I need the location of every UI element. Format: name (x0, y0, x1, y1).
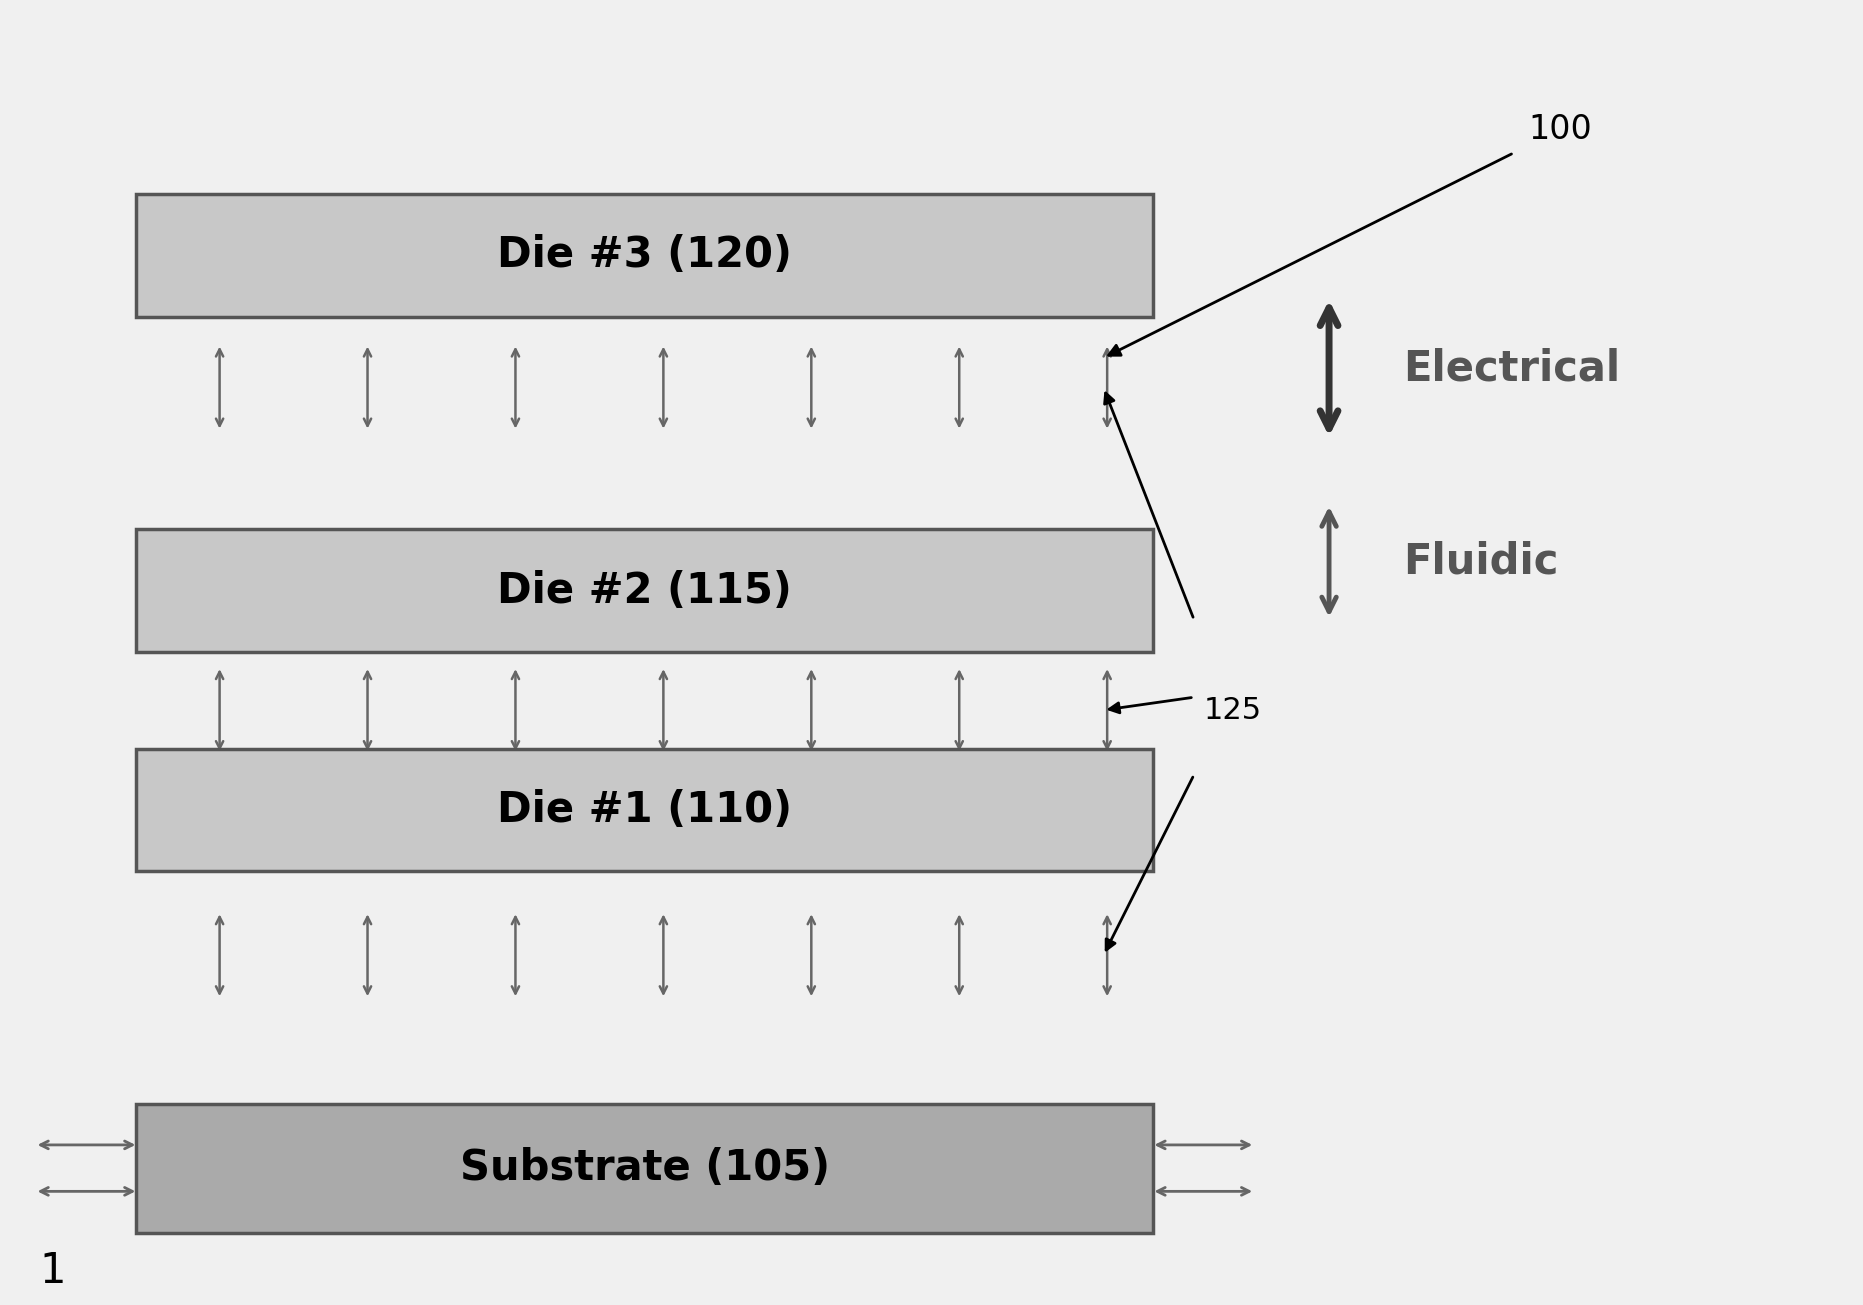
Text: Fluidic: Fluidic (1403, 540, 1557, 583)
Text: 1: 1 (39, 1250, 67, 1292)
Text: Substrate (105): Substrate (105) (460, 1147, 829, 1189)
Text: 100: 100 (1528, 114, 1593, 146)
Text: 125: 125 (1203, 696, 1261, 724)
Bar (136, 749, 1153, 872)
Bar (136, 530, 1153, 652)
Text: Die #1 (110): Die #1 (110) (497, 790, 792, 831)
Text: Electrical: Electrical (1403, 347, 1621, 389)
Text: Die #3 (120): Die #3 (120) (497, 235, 792, 277)
Bar (136, 1104, 1153, 1233)
Bar (136, 194, 1153, 317)
Text: Die #2 (115): Die #2 (115) (497, 570, 792, 612)
